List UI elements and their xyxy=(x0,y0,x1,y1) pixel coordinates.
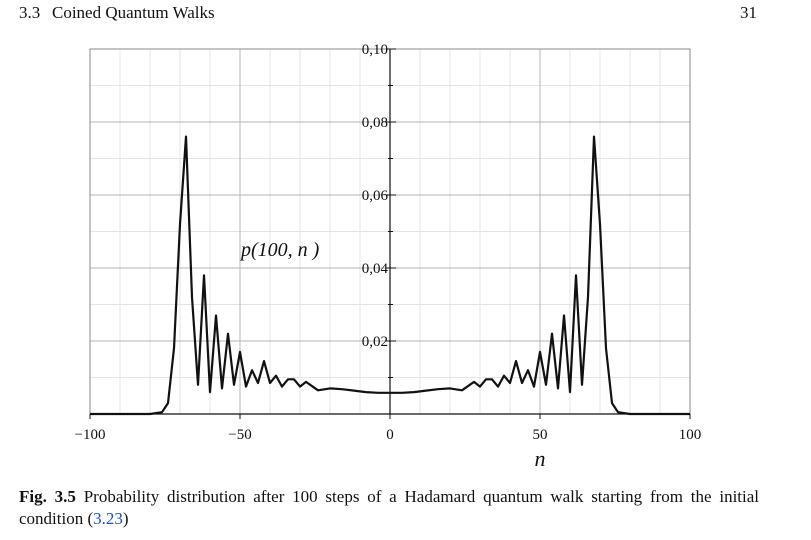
caption-label: Fig. 3.5 xyxy=(19,487,76,506)
probability-chart: 0,02 0,04 0,06 0,08 0,10 −100 −50 0 50 100 n p(100,… xyxy=(75,42,702,471)
x-tick-label: 100 xyxy=(679,427,702,443)
x-tick-label: −100 xyxy=(75,427,106,443)
probability-series-line xyxy=(90,135,690,416)
x-tick-label: −50 xyxy=(228,427,251,443)
x-tick-label: 50 xyxy=(533,427,548,443)
y-tick-label: 0,06 xyxy=(362,188,389,204)
y-tick-label: 0,02 xyxy=(362,334,388,350)
running-head: 3.3 Coined Quantum Walks 31 xyxy=(19,3,757,25)
y-tick-label: 0,04 xyxy=(362,261,389,277)
section-number: 3.3 xyxy=(19,3,41,22)
equation-reference-link[interactable]: 3.23 xyxy=(93,509,123,528)
x-axis-label: n xyxy=(535,446,546,471)
caption-text: Probability distribution after 100 steps… xyxy=(19,487,760,528)
page-number: 31 xyxy=(740,3,757,22)
x-tick-label: 0 xyxy=(386,427,394,443)
caption-tail: ) xyxy=(122,509,129,528)
y-tick-label: 0,08 xyxy=(362,115,388,131)
y-tick-label: 0,10 xyxy=(362,42,388,58)
function-label: p(100, n ) xyxy=(239,239,320,261)
figure-caption: Fig. 3.5 Probability distribution after … xyxy=(19,486,759,530)
section-title: Coined Quantum Walks xyxy=(52,3,215,22)
